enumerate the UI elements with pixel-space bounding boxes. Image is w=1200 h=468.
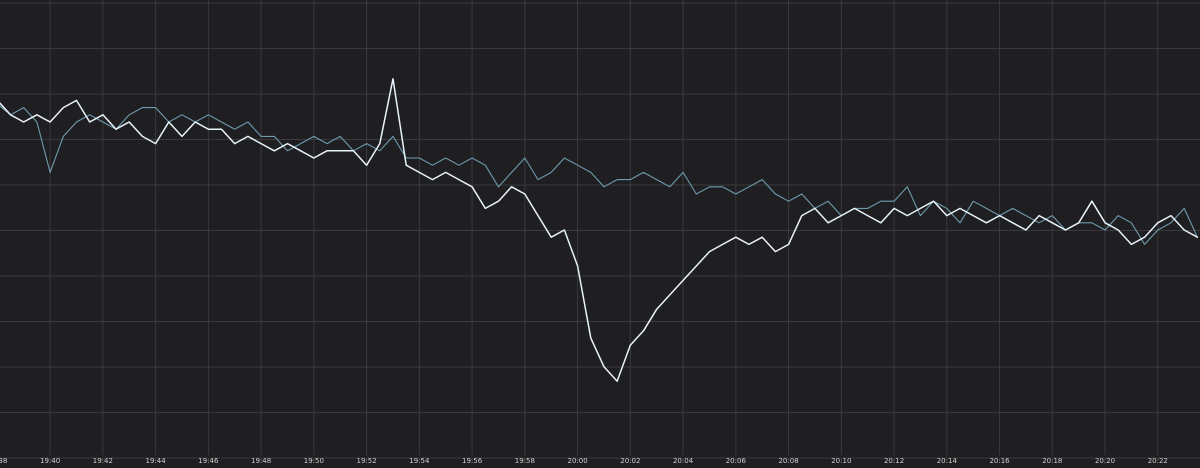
- x-tick-label: 19:58: [515, 457, 535, 465]
- x-tick-label: 19:56: [462, 457, 483, 465]
- x-tick-label: 19:44: [146, 457, 167, 465]
- x-tick-label: 20:04: [673, 457, 694, 465]
- x-tick-label: 19:50: [304, 457, 324, 465]
- x-tick-label: 20:22: [1148, 457, 1168, 465]
- x-tick-label: 20:10: [831, 457, 851, 465]
- x-tick-label: 20:08: [778, 457, 798, 465]
- series-line-dim: [0, 105, 1198, 245]
- x-tick-label: 20:16: [989, 457, 1010, 465]
- x-axis: 19:38 19:40 19:42 19:44 19:46 19:48 19:50 19:52…: [0, 457, 1168, 465]
- x-tick-label: 19:40: [40, 457, 60, 465]
- x-tick-label: 20:14: [937, 457, 958, 465]
- x-tick-label: 20:18: [1042, 457, 1062, 465]
- series-line-bright: [0, 78, 1199, 382]
- x-tick-label: 19:38: [0, 457, 7, 465]
- x-tick-label: 19:46: [198, 457, 219, 465]
- x-tick-label: 20:20: [1095, 457, 1115, 465]
- x-tick-label: 19:42: [93, 457, 113, 465]
- x-tick-label: 20:12: [884, 457, 904, 465]
- x-tick-label: 19:48: [251, 457, 271, 465]
- x-tick-label: 19:54: [409, 457, 430, 465]
- x-tick-label: 19:52: [356, 457, 376, 465]
- x-tick-label: 20:06: [726, 457, 747, 465]
- x-tick-label: 20:00: [567, 457, 587, 465]
- x-tick-label: 20:02: [620, 457, 640, 465]
- series-layer: [0, 78, 1199, 382]
